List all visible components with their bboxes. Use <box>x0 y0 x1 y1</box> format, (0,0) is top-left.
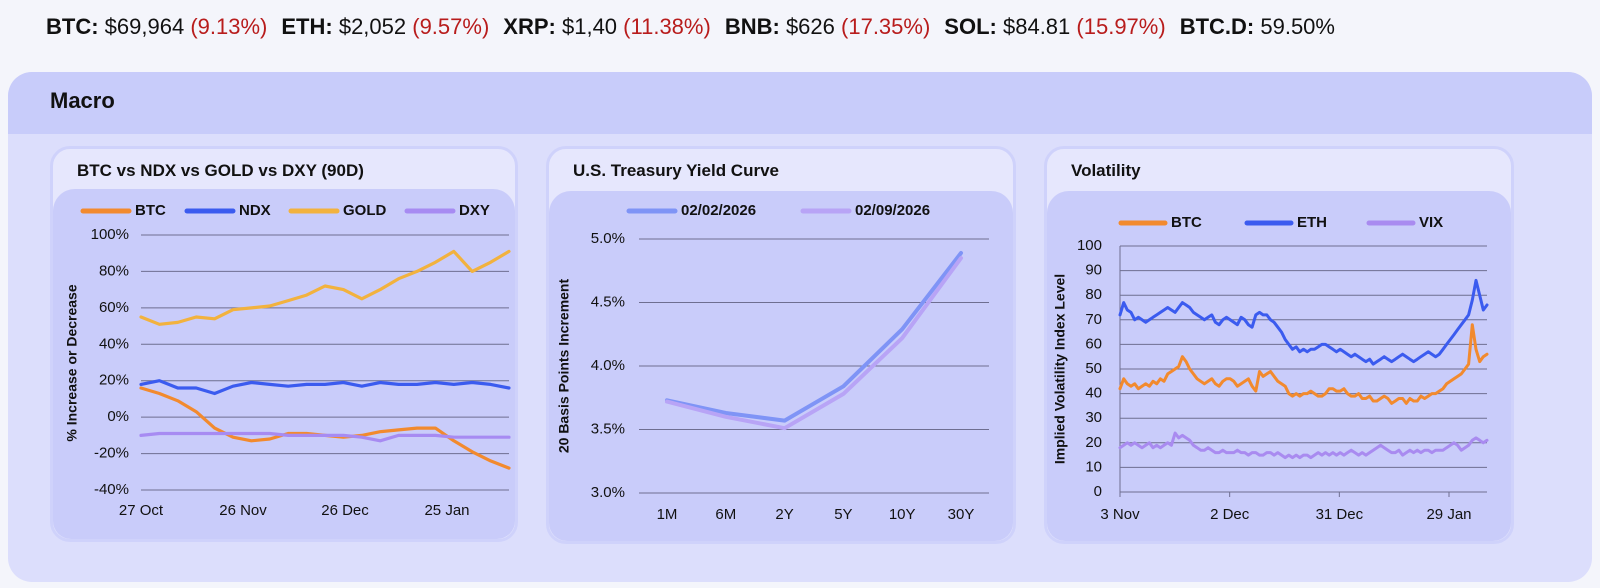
ticker-symbol: SOL: <box>944 14 997 39</box>
x-tick-label: 3 Nov <box>1100 506 1140 523</box>
series-line-02-02-2026 <box>665 251 963 423</box>
y-tick-label: 3.0% <box>591 484 625 501</box>
legend-label-gold: GOLD <box>343 202 386 219</box>
x-tick-label: 10Y <box>889 506 916 523</box>
series-line-02-09-2026 <box>665 256 963 431</box>
y-tick-label: 80% <box>99 262 129 279</box>
series-line-btc <box>139 386 511 470</box>
ticker-price: $69,964 <box>104 14 185 39</box>
series-line-btc <box>1118 323 1489 405</box>
y-tick-label: -20% <box>94 445 129 462</box>
y-tick-label: 60 <box>1085 335 1102 352</box>
chart-panel-performance: BTC vs NDX vs GOLD vs DXY (90D) 100% 80% 6… <box>50 146 518 542</box>
ticker-item-eth: ETH: $2,052 (9.57%) <box>281 14 489 40</box>
y-tick-label: 100% <box>91 226 129 243</box>
price-ticker: BTC: $69,964 (9.13%) ETH: $2,052 (9.57%)… <box>46 10 1349 44</box>
chart-title: U.S. Treasury Yield Curve <box>573 161 779 180</box>
ticker-symbol: BTC.D: <box>1179 14 1255 39</box>
ticker-change: (17.35%) <box>841 14 931 39</box>
chart-panel-body <box>1047 191 1511 541</box>
y-tick-label: 3.5% <box>591 420 625 437</box>
ticker-change: (11.38%) <box>623 14 711 39</box>
y-tick-label: 20 <box>1085 434 1102 451</box>
ticker-item-btc-dominance: BTC.D: 59.50% <box>1180 14 1335 40</box>
y-tick-label: 70 <box>1085 311 1102 328</box>
series-line-gold <box>139 249 511 326</box>
chart-title: Volatility <box>1071 161 1141 180</box>
y-tick-label: 30 <box>1085 409 1102 426</box>
y-axis-title: % Increase or Decrease <box>64 284 80 441</box>
y-tick-label: 40 <box>1085 385 1102 402</box>
ticker-price: 59.50% <box>1260 14 1335 39</box>
y-tick-label: 10 <box>1085 458 1102 475</box>
performance-chart: 100% 80% 60% 40% 20% 0% -20% -40% 27 Oct 26 Nov 26… <box>64 202 511 519</box>
y-tick-label: 4.0% <box>591 357 625 374</box>
x-tick-label: 25 Jan <box>424 502 469 519</box>
x-tick-label: 6M <box>715 506 736 523</box>
y-axis-title: 20 Basis Points Increment <box>556 279 572 454</box>
y-tick-label: 80 <box>1085 286 1102 303</box>
x-tick-label: 29 Jan <box>1426 506 1471 523</box>
x-tick-label: 30Y <box>948 506 975 523</box>
chart-panel-body <box>53 189 515 539</box>
legend-label-btc: BTC <box>1171 214 1202 231</box>
y-tick-label: 5.0% <box>591 230 625 247</box>
legend-label-btc: BTC <box>135 202 166 219</box>
macro-header <box>8 72 1592 134</box>
ticker-symbol: BNB: <box>724 14 780 39</box>
x-tick-label: 26 Dec <box>321 502 369 519</box>
y-tick-label: 0% <box>107 408 129 425</box>
ticker-item-xrp: XRP: $1,40 (11.38%) <box>503 14 711 40</box>
ticker-item-btc: BTC: $69,964 (9.13%) <box>46 14 267 40</box>
ticker-symbol: ETH: <box>281 14 333 39</box>
y-tick-label: 50 <box>1085 360 1102 377</box>
legend-label-02-09-2026: 02/09/2026 <box>855 202 930 219</box>
chart-panel-yield-curve: U.S. Treasury Yield Curve 5.0% 4.5% 4.0% 3.… <box>546 146 1016 544</box>
legend-label-dxy: DXY <box>459 202 490 219</box>
ticker-price: $2,052 <box>338 14 407 39</box>
ticker-price: $626 <box>785 14 835 39</box>
x-tick-label: 5Y <box>834 506 852 523</box>
ticker-change: (9.13%) <box>190 14 268 39</box>
x-tick-label: 26 Nov <box>219 502 267 519</box>
legend-label-vix: VIX <box>1419 214 1443 231</box>
ticker-price: $84.81 <box>1002 14 1071 39</box>
y-tick-label: 90 <box>1085 262 1102 279</box>
series-line-ndx <box>139 379 511 396</box>
macro-section: Macro BTC vs NDX vs GOLD vs DXY (90D) 10… <box>8 72 1592 582</box>
ticker-change: (15.97%) <box>1076 14 1166 39</box>
legend-label-ndx: NDX <box>239 202 271 219</box>
y-tick-label: 40% <box>99 335 129 352</box>
y-axis-title: Implied Volatility Index Level <box>1052 274 1068 464</box>
ticker-change: (9.57%) <box>412 14 490 39</box>
x-tick-label: 1M <box>657 506 678 523</box>
chart-title: BTC vs NDX vs GOLD vs DXY (90D) <box>77 161 364 180</box>
yield-curve-chart: 5.0% 4.5% 4.0% 3.5% 3.0% 1M 6M 2Y 5Y 10Y 30Y 02/02/… <box>556 202 989 523</box>
legend-label-eth: ETH <box>1297 214 1327 231</box>
x-tick-label: 2Y <box>775 506 793 523</box>
ticker-symbol: BTC: <box>46 14 99 39</box>
y-tick-label: 60% <box>99 299 129 316</box>
ticker-item-sol: SOL: $84.81 (15.97%) <box>944 14 1165 40</box>
legend-label-02-02-2026: 02/02/2026 <box>681 202 756 219</box>
chart-panel-volatility: Volatility 100 90 80 70 60 50 40 30 20 10 0 3 Nov 2 … <box>1044 146 1514 544</box>
ticker-price: $1,40 <box>561 14 618 39</box>
y-tick-label: 20% <box>99 372 129 389</box>
ticker-symbol: XRP: <box>503 14 556 39</box>
y-tick-label: 0 <box>1094 483 1102 500</box>
series-line-dxy <box>139 431 511 443</box>
x-tick-label: 31 Dec <box>1316 506 1364 523</box>
x-tick-label: 27 Oct <box>119 502 164 519</box>
y-tick-label: -40% <box>94 481 129 498</box>
x-tick-label: 2 Dec <box>1210 506 1250 523</box>
y-tick-label: 4.5% <box>591 293 625 310</box>
ticker-item-bnb: BNB: $626 (17.35%) <box>725 14 930 40</box>
macro-title: Macro <box>50 88 115 113</box>
y-tick-label: 100 <box>1077 237 1102 254</box>
series-line-vix <box>1118 431 1489 460</box>
series-line-eth <box>1118 278 1489 366</box>
